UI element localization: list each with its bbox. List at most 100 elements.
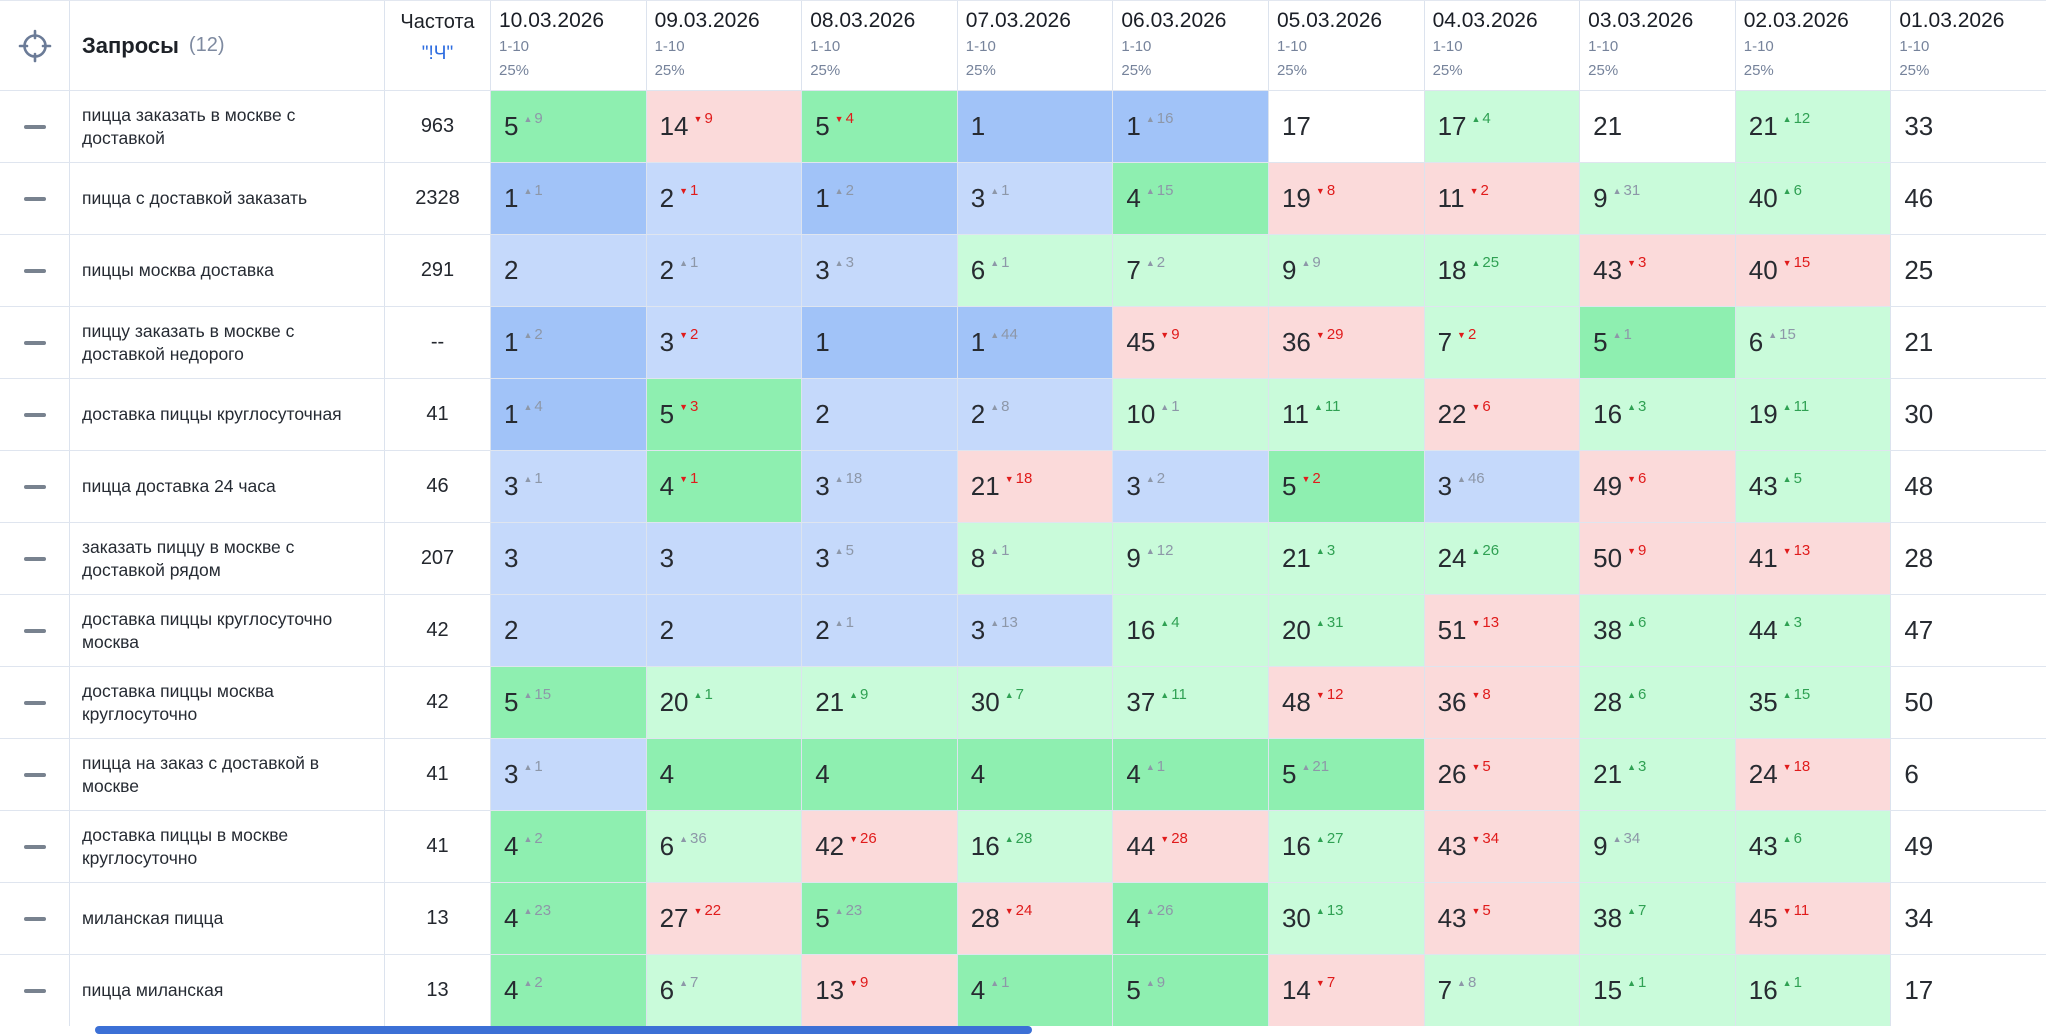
position-cell[interactable]: 36 ▼ 29 <box>1268 307 1425 378</box>
position-cell[interactable]: 16 ▲ 1 <box>1735 955 1892 1026</box>
position-cell[interactable]: 6 <box>1891 739 2046 810</box>
position-cell[interactable]: 45 ▼ 11 <box>1735 883 1892 954</box>
position-cell[interactable]: 41 ▼ 13 <box>1735 523 1892 594</box>
position-cell[interactable]: 21 <box>1580 91 1736 162</box>
query-cell[interactable]: пицца с доставкой заказать <box>70 163 385 234</box>
position-cell[interactable]: 14 ▼ 7 <box>1268 955 1425 1026</box>
position-cell[interactable]: 6 ▲ 15 <box>1735 307 1892 378</box>
position-cell[interactable]: 5 ▲ 9 <box>491 91 647 162</box>
position-cell[interactable]: 30 ▲ 7 <box>957 667 1114 738</box>
position-cell[interactable]: 4 ▲ 2 <box>491 955 647 1026</box>
position-cell[interactable]: 13 ▼ 9 <box>802 955 958 1026</box>
position-cell[interactable]: 24 ▲ 26 <box>1424 523 1581 594</box>
query-cell[interactable]: пицца доставка 24 часа <box>70 451 385 522</box>
position-cell[interactable]: 2 <box>491 595 647 666</box>
date-header[interactable]: 02.03.2026 1-10 25% <box>1736 1 1892 90</box>
position-cell[interactable]: 5 ▲ 9 <box>1113 955 1269 1026</box>
position-cell[interactable]: 17 ▲ 4 <box>1424 91 1581 162</box>
position-cell[interactable]: 6 ▲ 1 <box>957 235 1114 306</box>
position-cell[interactable]: 19 ▲ 11 <box>1735 379 1892 450</box>
remove-row-button[interactable] <box>23 196 46 201</box>
position-cell[interactable]: 6 ▲ 36 <box>646 811 803 882</box>
position-cell[interactable]: 44 ▼ 28 <box>1113 811 1269 882</box>
date-header[interactable]: 04.03.2026 1-10 25% <box>1425 1 1581 90</box>
query-cell[interactable]: миланская пицца <box>70 883 385 954</box>
position-cell[interactable]: 4 <box>646 739 803 810</box>
position-cell[interactable]: 30 ▲ 13 <box>1268 883 1425 954</box>
query-cell[interactable]: доставка пиццы круглосуточная <box>70 379 385 450</box>
position-cell[interactable]: 48 <box>1891 451 2046 522</box>
position-cell[interactable]: 2 ▲ 1 <box>802 595 958 666</box>
remove-row-button[interactable] <box>23 916 46 921</box>
position-cell[interactable]: 16 ▲ 27 <box>1268 811 1425 882</box>
position-cell[interactable]: 9 ▲ 34 <box>1580 811 1736 882</box>
position-cell[interactable]: 20 ▲ 31 <box>1268 595 1425 666</box>
position-cell[interactable]: 3 ▼ 2 <box>646 307 803 378</box>
remove-row-button[interactable] <box>23 988 46 993</box>
position-cell[interactable]: 9 ▲ 31 <box>1580 163 1736 234</box>
position-cell[interactable]: 16 ▲ 4 <box>1113 595 1269 666</box>
position-cell[interactable]: 2 <box>802 379 958 450</box>
position-cell[interactable]: 43 ▲ 5 <box>1735 451 1892 522</box>
position-cell[interactable]: 14 ▼ 9 <box>646 91 803 162</box>
position-cell[interactable]: 16 ▲ 3 <box>1580 379 1736 450</box>
position-cell[interactable]: 17 <box>1268 91 1425 162</box>
position-cell[interactable]: 11 ▼ 2 <box>1424 163 1581 234</box>
frequency-filter-link[interactable]: "!Ч" <box>421 43 454 64</box>
position-cell[interactable]: 5 ▼ 3 <box>646 379 803 450</box>
position-cell[interactable]: 21 ▲ 3 <box>1580 739 1736 810</box>
position-cell[interactable]: 3 ▲ 18 <box>802 451 958 522</box>
position-cell[interactable]: 50 <box>1891 667 2046 738</box>
position-cell[interactable]: 44 ▲ 3 <box>1735 595 1892 666</box>
position-cell[interactable]: 20 ▲ 1 <box>646 667 803 738</box>
position-cell[interactable]: 49 ▼ 6 <box>1580 451 1736 522</box>
position-cell[interactable]: 11 ▲ 11 <box>1268 379 1425 450</box>
position-cell[interactable]: 1 ▲ 2 <box>491 307 647 378</box>
position-cell[interactable]: 15 ▲ 1 <box>1580 955 1736 1026</box>
position-cell[interactable]: 4 ▲ 1 <box>957 955 1114 1026</box>
position-cell[interactable]: 37 ▲ 11 <box>1113 667 1269 738</box>
position-cell[interactable]: 18 ▲ 25 <box>1424 235 1581 306</box>
position-cell[interactable]: 1 ▲ 1 <box>491 163 647 234</box>
position-cell[interactable]: 5 ▲ 23 <box>802 883 958 954</box>
position-cell[interactable]: 22 ▼ 6 <box>1424 379 1581 450</box>
position-cell[interactable]: 10 ▲ 1 <box>1113 379 1269 450</box>
position-cell[interactable]: 46 <box>1891 163 2046 234</box>
position-cell[interactable]: 4 ▲ 23 <box>491 883 647 954</box>
position-cell[interactable]: 1 ▲ 16 <box>1113 91 1269 162</box>
position-cell[interactable]: 3 ▲ 13 <box>957 595 1114 666</box>
position-cell[interactable]: 43 ▼ 5 <box>1424 883 1581 954</box>
remove-row-button[interactable] <box>23 340 46 345</box>
position-cell[interactable]: 3 ▲ 1 <box>957 163 1114 234</box>
position-cell[interactable]: 2 ▼ 1 <box>646 163 803 234</box>
position-cell[interactable]: 5 ▼ 2 <box>1268 451 1425 522</box>
query-cell[interactable]: доставка пиццы москва круглосуточно <box>70 667 385 738</box>
position-cell[interactable]: 4 ▲ 1 <box>1113 739 1269 810</box>
date-header[interactable]: 08.03.2026 1-10 25% <box>802 1 958 90</box>
position-cell[interactable]: 24 ▼ 18 <box>1735 739 1892 810</box>
position-cell[interactable]: 21 ▲ 3 <box>1268 523 1425 594</box>
date-header[interactable]: 01.03.2026 1-10 25% <box>1891 1 2046 90</box>
position-cell[interactable]: 3 ▲ 1 <box>491 739 647 810</box>
position-cell[interactable]: 16 ▲ 28 <box>957 811 1114 882</box>
remove-row-button[interactable] <box>23 700 46 705</box>
target-column-header[interactable] <box>0 1 70 90</box>
position-cell[interactable]: 36 ▼ 8 <box>1424 667 1581 738</box>
query-cell[interactable]: пицца на заказ с доставкой в москве <box>70 739 385 810</box>
position-cell[interactable]: 3 ▲ 46 <box>1424 451 1581 522</box>
position-cell[interactable]: 35 ▲ 15 <box>1735 667 1892 738</box>
position-cell[interactable]: 21 <box>1891 307 2046 378</box>
remove-row-button[interactable] <box>23 556 46 561</box>
position-cell[interactable]: 3 ▲ 1 <box>491 451 647 522</box>
position-cell[interactable]: 47 <box>1891 595 2046 666</box>
position-cell[interactable]: 2 <box>646 595 803 666</box>
remove-row-button[interactable] <box>23 628 46 633</box>
position-cell[interactable]: 9 ▲ 9 <box>1268 235 1425 306</box>
position-cell[interactable]: 27 ▼ 22 <box>646 883 803 954</box>
position-cell[interactable]: 4 ▲ 2 <box>491 811 647 882</box>
horizontal-scrollbar-track[interactable] <box>0 1026 2046 1034</box>
remove-row-button[interactable] <box>23 484 46 489</box>
position-cell[interactable]: 43 ▼ 34 <box>1424 811 1581 882</box>
position-cell[interactable]: 26 ▼ 5 <box>1424 739 1581 810</box>
remove-row-button[interactable] <box>23 772 46 777</box>
